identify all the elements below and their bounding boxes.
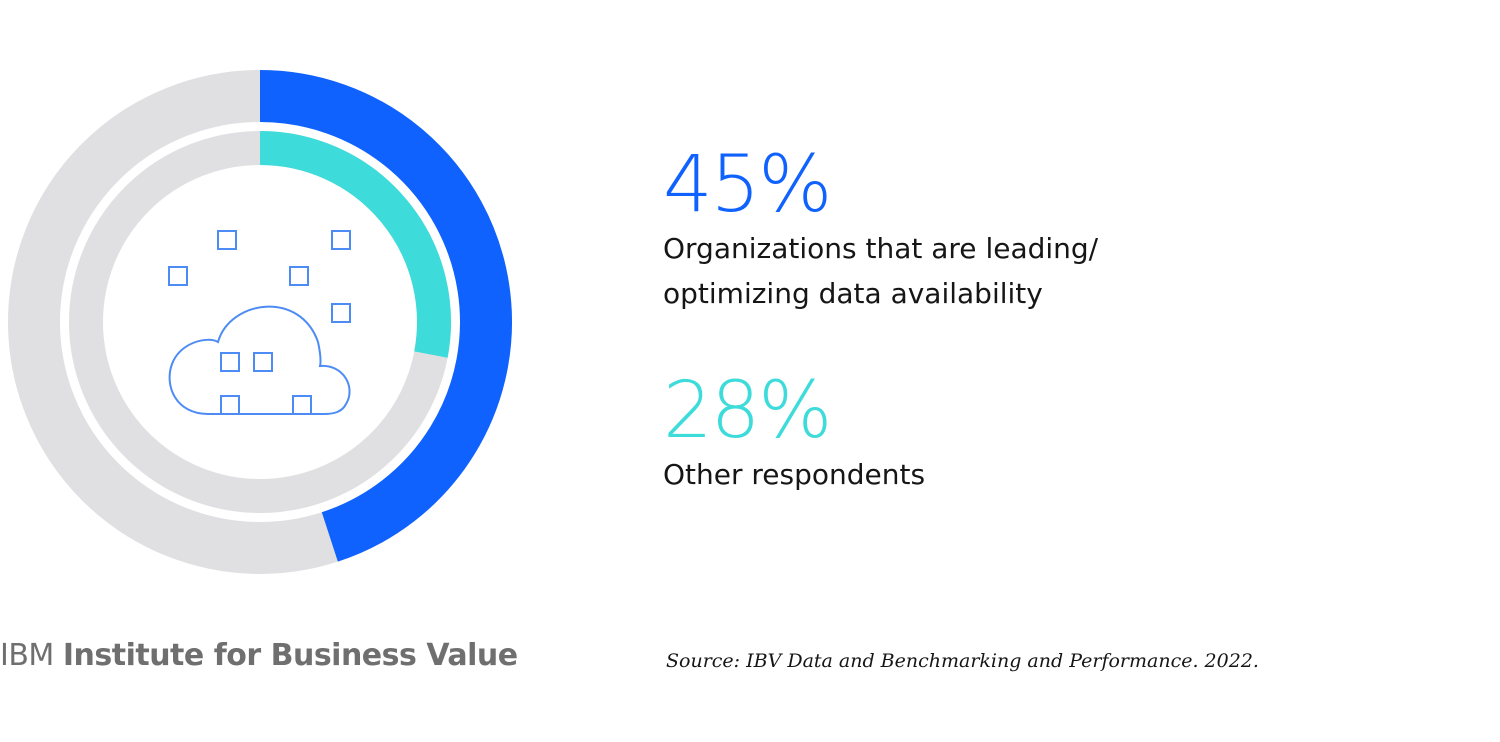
data-square <box>331 303 351 323</box>
data-square <box>220 395 240 415</box>
stat-others: 28% Other respondents <box>663 372 925 497</box>
data-square <box>289 266 309 286</box>
stat-others-value: 28% <box>663 366 832 456</box>
stat-leaders-label-line-1: Organizations that are leading/ <box>663 232 1099 265</box>
brand-prefix: IBM <box>0 638 54 673</box>
data-square <box>253 352 273 372</box>
brand-name: Institute for Business Value <box>62 638 518 673</box>
stat-others-label: Other respondents <box>663 452 925 497</box>
data-square <box>168 266 188 286</box>
brand-logo: IBM Institute for Business Value <box>0 638 518 673</box>
data-square <box>331 230 351 250</box>
stat-leaders-label: Organizations that are leading/ optimizi… <box>663 226 1098 316</box>
ring-chart <box>8 70 512 574</box>
outer-ring-value-arc <box>259 70 512 562</box>
stat-leaders-value: 45% <box>663 140 832 230</box>
stat-leaders-label-line-2: optimizing data availability <box>663 277 1043 310</box>
data-square <box>292 395 312 415</box>
stat-leaders: 45% Organizations that are leading/ opti… <box>663 146 1098 316</box>
inner-ring-value-arc <box>259 131 451 358</box>
cloud-outline <box>168 305 351 415</box>
source-note: Source: IBV Data and Benchmarking and Pe… <box>666 650 1259 672</box>
data-square <box>220 352 240 372</box>
stat-others-label-line-1: Other respondents <box>663 458 926 491</box>
cloud-data-icon <box>168 230 351 415</box>
data-square <box>217 230 237 250</box>
